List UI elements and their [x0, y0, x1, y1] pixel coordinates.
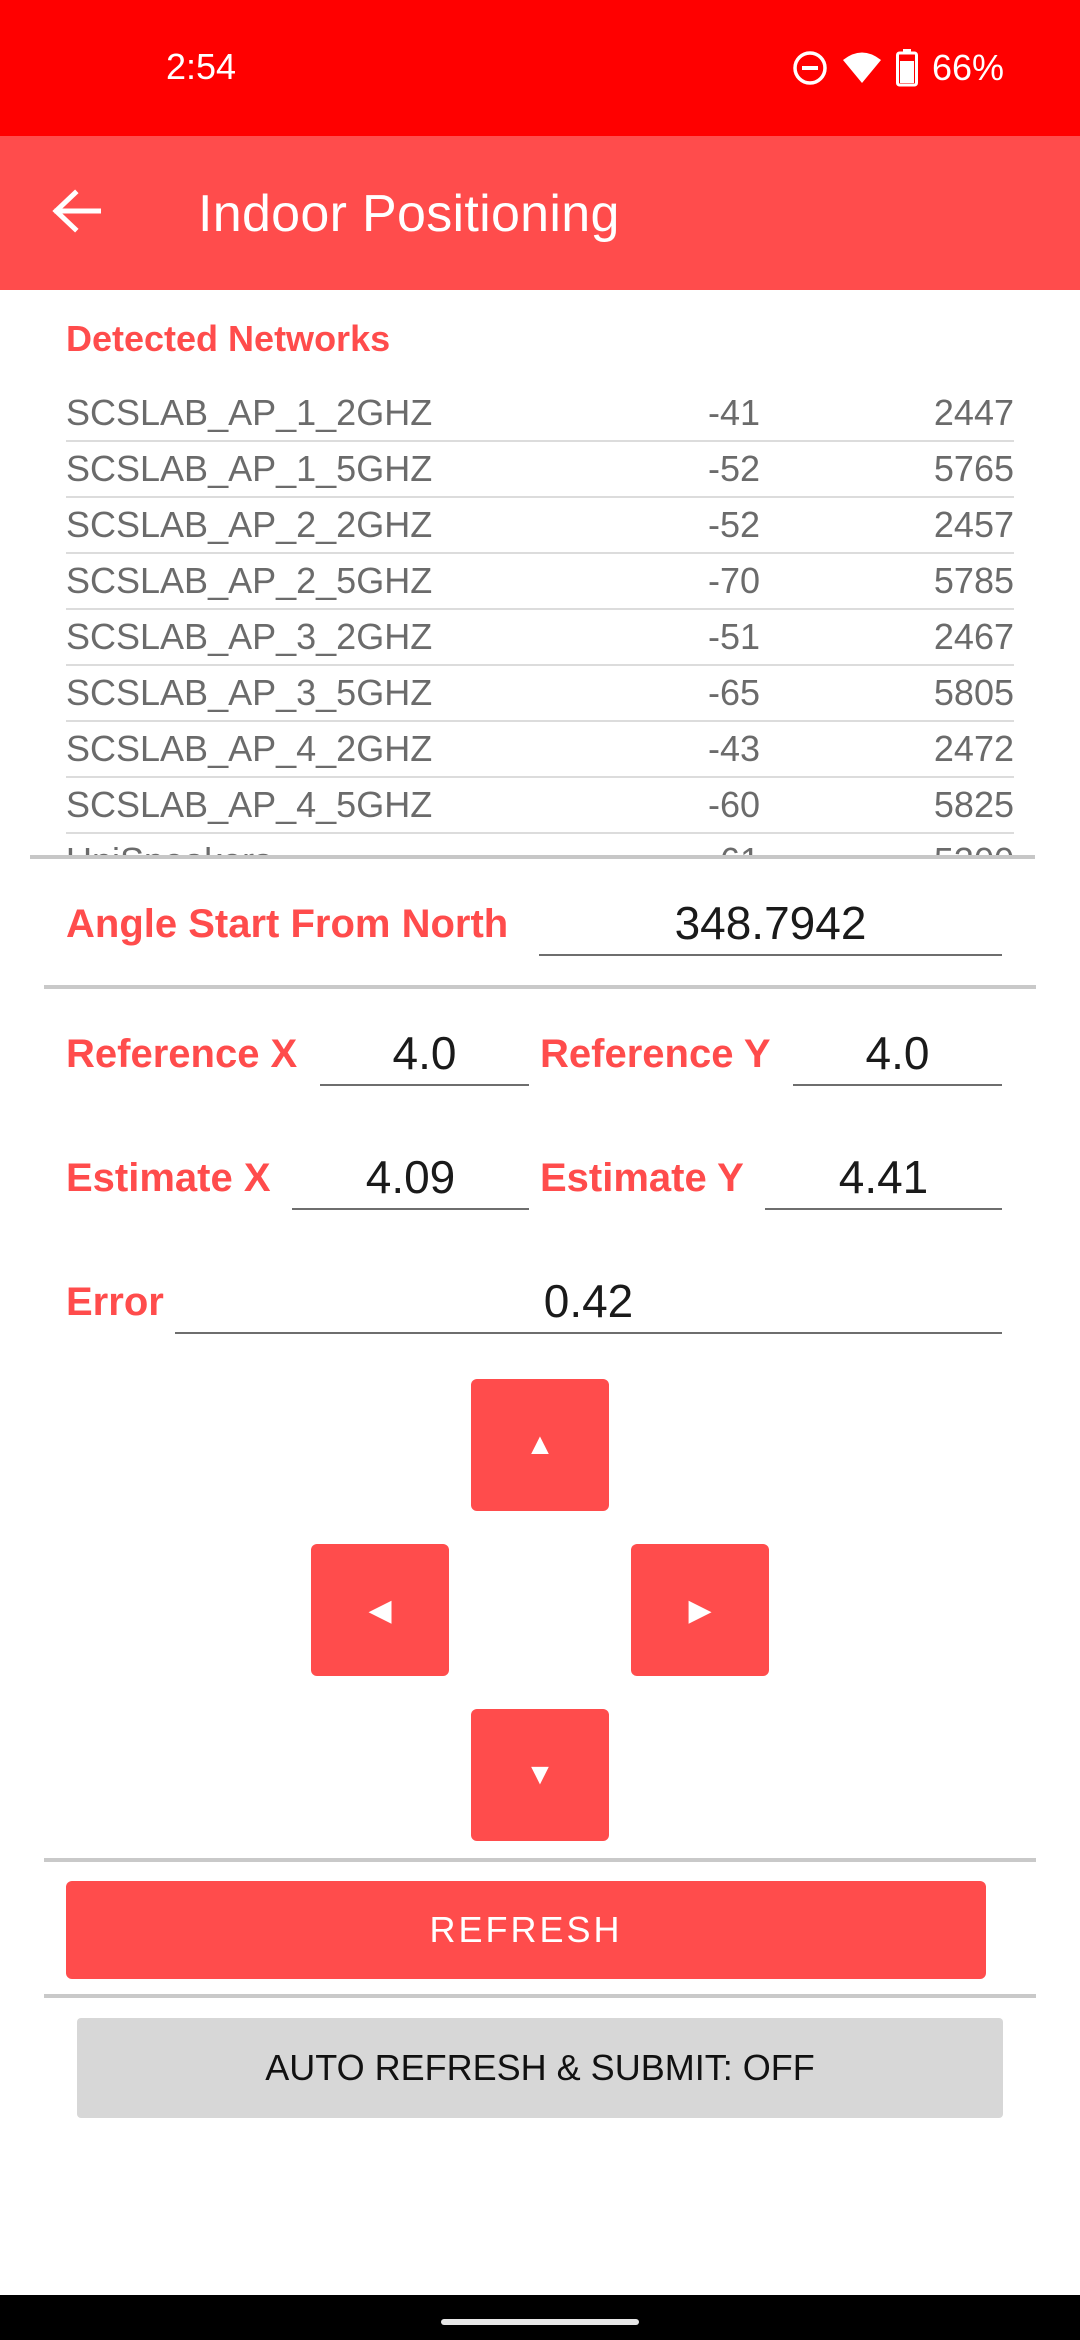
home-gesture-handle[interactable]	[441, 2319, 639, 2325]
network-frequency: 5785	[933, 560, 1014, 601]
network-row: SCSLAB_AP_3_2GHZ -51 2467	[66, 610, 1014, 666]
page-title: Indoor Positioning	[198, 185, 620, 243]
network-rssi: -61	[708, 840, 760, 855]
estimate-y-input[interactable]: 4.41	[765, 1148, 1002, 1210]
network-frequency: 2467	[933, 616, 1014, 657]
network-rssi: -43	[708, 728, 761, 769]
network-rssi: -51	[708, 616, 761, 657]
network-frequency: 2472	[933, 728, 1014, 769]
network-ssid: SCSLAB_AP_3_2GHZ	[66, 616, 433, 657]
refresh-button[interactable]: REFRESH	[66, 1881, 986, 1979]
network-ssid: UniSpeakers	[66, 840, 272, 855]
move-down-button[interactable]: ▼	[471, 1709, 609, 1841]
network-rssi: -70	[708, 560, 761, 601]
reference-x-input[interactable]: 4.0	[320, 1024, 529, 1086]
network-row: SCSLAB_AP_2_5GHZ -70 5785	[66, 554, 1014, 610]
network-ssid: SCSLAB_AP_1_2GHZ	[66, 392, 433, 433]
network-row: SCSLAB_AP_4_5GHZ -60 5825	[66, 778, 1014, 834]
network-row: SCSLAB_AP_2_2GHZ -52 2457	[66, 498, 1014, 554]
network-row: SCSLAB_AP_1_5GHZ -52 5765	[66, 442, 1014, 498]
arrow-back-icon	[51, 188, 102, 238]
arrow-up-icon: ▲	[525, 1428, 555, 1461]
network-ssid: SCSLAB_AP_2_5GHZ	[66, 560, 433, 601]
networks-title: Detected Networks	[66, 318, 391, 359]
move-right-button[interactable]: ▶	[631, 1544, 769, 1676]
estimate-y-label: Estimate Y	[540, 1156, 744, 1200]
status-bar: 2:54 66%	[0, 0, 1080, 136]
arrow-down-icon: ▼	[525, 1758, 555, 1791]
network-ssid: SCSLAB_AP_2_2GHZ	[66, 504, 433, 545]
move-left-button[interactable]: ◀	[311, 1544, 449, 1676]
network-row: SCSLAB_AP_1_2GHZ -41 2447	[66, 386, 1014, 442]
auto-refresh-toggle-button[interactable]: AUTO REFRESH & SUBMIT: OFF	[77, 2018, 1003, 2118]
reference-x-label: Reference X	[66, 1032, 298, 1076]
network-rssi: -52	[708, 448, 761, 489]
reference-y-label: Reference Y	[540, 1032, 771, 1076]
battery-icon	[895, 49, 918, 87]
battery-percent: 66%	[931, 47, 1004, 88]
network-ssid: SCSLAB_AP_3_5GHZ	[66, 672, 433, 713]
wifi-icon	[842, 51, 882, 85]
status-icons: 66%	[792, 46, 1004, 90]
navigation-bar	[0, 2295, 1080, 2340]
arrow-left-icon: ◀	[368, 1593, 392, 1627]
network-frequency: 5765	[933, 448, 1014, 489]
network-frequency: 5805	[933, 672, 1014, 713]
network-rssi: -41	[708, 392, 761, 433]
reference-y-input[interactable]: 4.0	[793, 1024, 1002, 1086]
app-bar: Indoor Positioning	[0, 136, 1080, 290]
network-rssi: -65	[708, 672, 761, 713]
error-input[interactable]: 0.42	[175, 1272, 1002, 1334]
network-rssi: -60	[708, 784, 761, 825]
divider	[44, 1994, 1036, 1998]
network-frequency: 5825	[933, 784, 1014, 825]
network-row: UniSpeakers -61 5300	[66, 834, 1014, 855]
arrow-right-icon: ▶	[688, 1593, 712, 1627]
network-row: SCSLAB_AP_3_5GHZ -65 5805	[66, 666, 1014, 722]
estimate-x-input[interactable]: 4.09	[292, 1148, 529, 1210]
network-ssid: SCSLAB_AP_4_5GHZ	[66, 784, 433, 825]
network-frequency: 2447	[933, 392, 1014, 433]
divider	[44, 985, 1036, 989]
network-frequency: 2457	[933, 504, 1014, 545]
divider	[44, 1858, 1036, 1862]
network-frequency: 5300	[934, 840, 1014, 855]
network-rssi: -52	[708, 504, 761, 545]
move-up-button[interactable]: ▲	[471, 1379, 609, 1511]
network-row: SCSLAB_AP_4_2GHZ -43 2472	[66, 722, 1014, 778]
do-not-disturb-icon	[792, 50, 828, 86]
network-list[interactable]: SCSLAB_AP_1_2GHZ -41 2447 SCSLAB_AP_1_5GHZ -…	[30, 386, 1035, 859]
back-button[interactable]	[44, 181, 108, 245]
network-ssid: SCSLAB_AP_1_5GHZ	[66, 448, 433, 489]
angle-input[interactable]: 348.7942	[539, 894, 1002, 956]
angle-label: Angle Start From North	[66, 902, 509, 946]
status-time: 2:54	[166, 46, 237, 87]
error-label: Error	[66, 1280, 164, 1324]
estimate-x-label: Estimate X	[66, 1156, 271, 1200]
network-ssid: SCSLAB_AP_4_2GHZ	[66, 728, 433, 769]
